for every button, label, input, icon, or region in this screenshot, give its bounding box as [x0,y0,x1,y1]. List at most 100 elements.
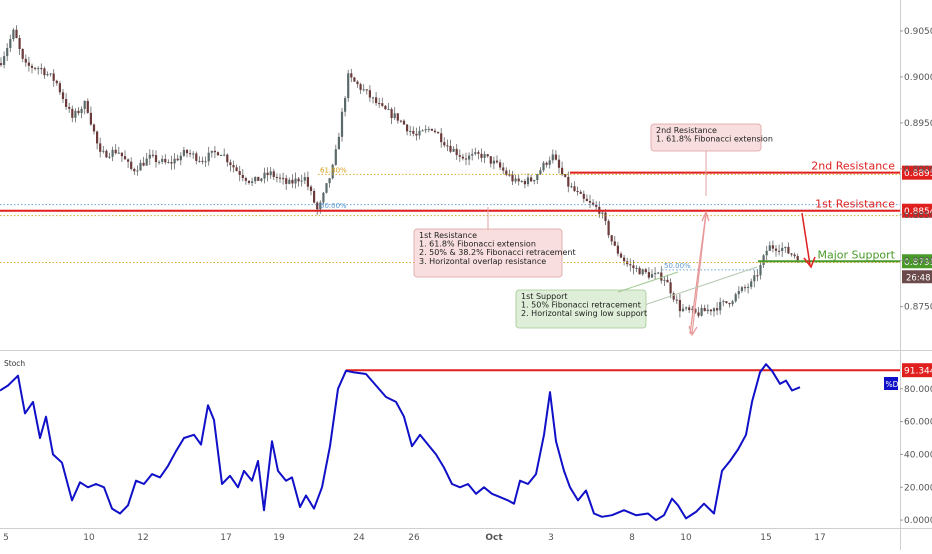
price-tag-label: 0.88544 [904,207,932,217]
candle-body [517,178,520,182]
stoch-tick-label: 60.0000 [904,418,932,428]
candle-body [142,162,145,166]
candle-body [331,164,334,179]
candle-body [616,245,619,254]
candle-body [120,152,123,157]
candle-body [607,220,610,236]
candle-body [6,48,9,57]
candle-body [291,179,294,184]
candle-body [139,162,142,171]
candle-body [399,120,402,122]
price-tag [902,203,932,218]
expected-drop-arrow [801,212,811,266]
candle-body [371,97,375,99]
candle-body [368,90,371,98]
candle-body [347,73,350,99]
candle-body [427,128,430,130]
candle-body [40,68,43,70]
candle-body [362,89,365,91]
candle-body [778,250,781,252]
candle-body [285,178,288,184]
candle-body [260,178,263,181]
arrowhead-icon [688,325,698,337]
price-tick-label: 0.87500 [904,303,932,313]
candle-body [282,178,285,180]
stoch-line [0,363,801,522]
legend-badge[interactable] [884,377,898,390]
price-axis[interactable]: 0.88958 0.88544 0.87994 26:48 0.90500 0.90000… [900,0,932,550]
candle-body [725,301,728,303]
candle-body [750,281,753,287]
candle-body [393,113,396,119]
candle-body [660,272,663,281]
callout-line: 2. Horizontal swing low support [521,309,647,318]
x-tick-label: 24 [353,533,365,543]
candle-body [96,131,99,144]
candle-body [430,128,433,131]
callout-line: 1st Support [521,292,568,301]
candle-body [576,190,579,192]
candle-body [790,253,793,255]
candle-body [158,161,161,163]
candle-body [464,158,468,160]
candle-body [108,156,111,158]
candle-body [340,111,344,137]
candle-body [269,171,272,176]
candle-body [123,156,127,160]
candle-body [530,177,533,182]
candle-body [650,274,654,278]
callout-box [515,289,647,329]
candle-body [0,63,3,65]
x-tick-label: 10 [680,533,692,543]
candle-body [220,154,223,156]
candle-body [204,161,207,163]
candle-body [244,178,247,181]
candle-body [743,287,747,289]
x-tick-label: 8 [629,533,635,543]
candle-body [201,160,204,162]
candle-body [437,132,440,134]
candle-body [300,180,303,182]
candle-body [443,142,446,146]
candlestick-series [0,25,799,318]
candle-body [375,97,378,104]
candle-body [455,148,458,156]
candle-body [471,153,474,156]
candle-body [266,172,269,176]
fib-level-label: 61.80% [320,166,347,174]
candle-body [681,308,685,312]
candle-body [294,178,297,184]
candle-body [114,149,117,154]
candle-body [492,160,495,164]
candle-body [30,65,34,68]
candle-body [80,108,83,114]
candle-body [185,149,189,154]
candle-body [604,212,607,221]
candle-body [595,204,598,207]
candle-body [548,160,551,165]
callout-line: 1. 50% Fibonacci retracement [521,301,641,310]
candle-body [644,269,647,273]
candle-body [263,172,266,179]
candle-body [582,193,585,199]
candle-body [666,279,669,283]
stoch-tick-label: 80.0000 [904,385,932,395]
candle-body [313,190,316,203]
candle-body [34,67,37,69]
candle-body [688,307,691,311]
candle-body [402,120,406,125]
candle-body [728,302,731,305]
candle-body [771,245,774,249]
candle-body [350,73,353,78]
level-label-major-support: Major Support [817,248,895,261]
candle-body [275,176,278,178]
candle-body [229,162,232,166]
candle-body [288,179,291,184]
candle-body [697,312,700,316]
candle-body [449,145,452,152]
